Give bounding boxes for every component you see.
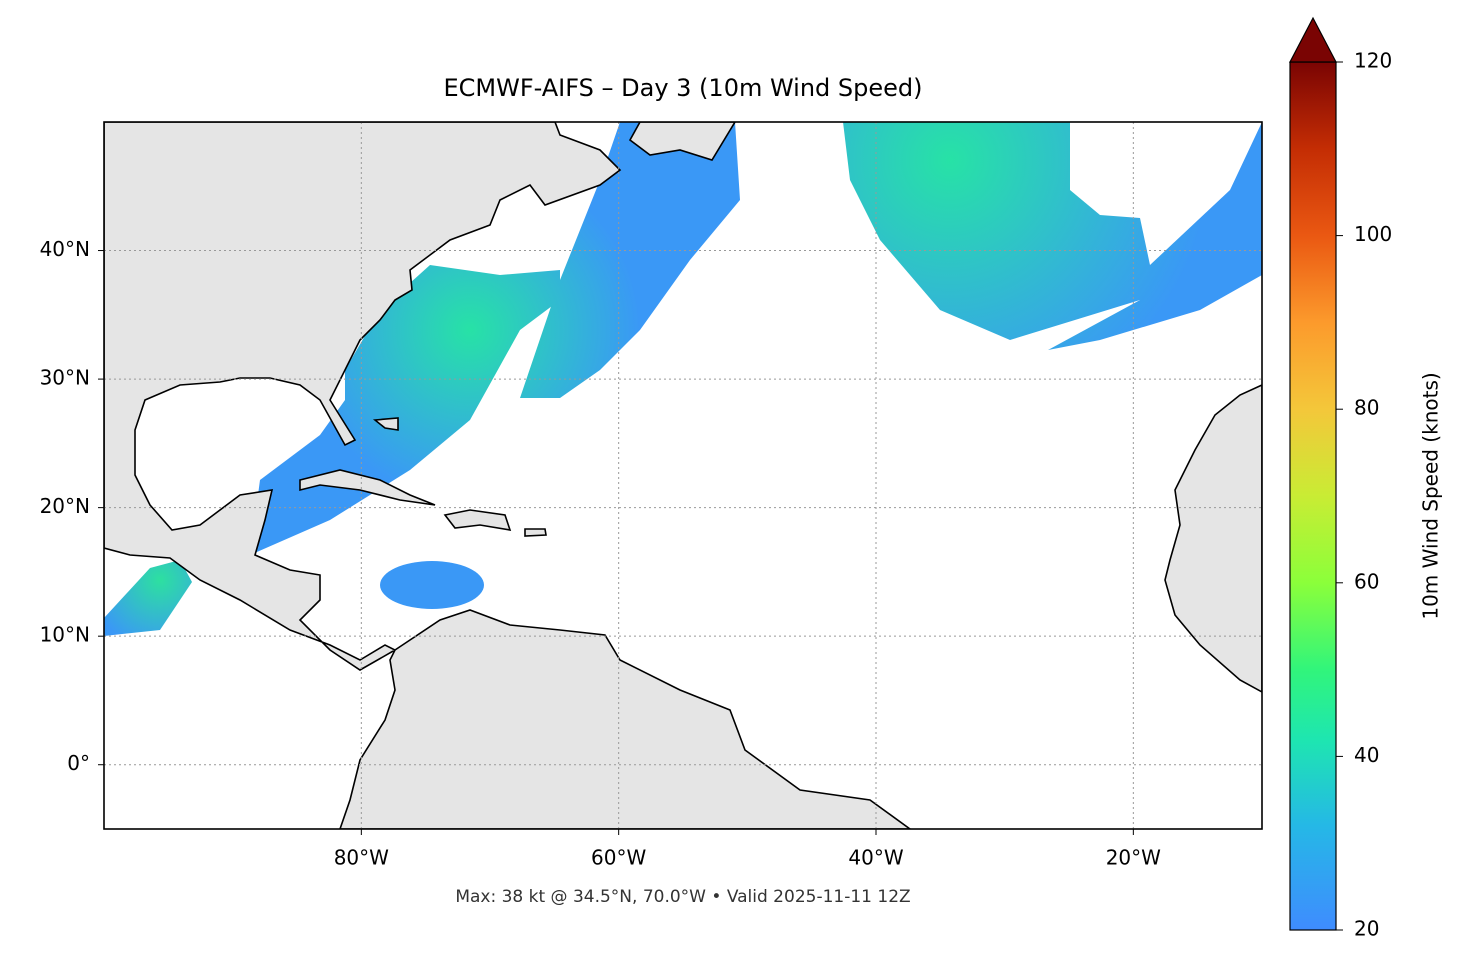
y-tick-label: 0° [67, 751, 90, 775]
y-tick-label: 40°N [40, 237, 90, 261]
colorbar-tick-label: 100 [1354, 222, 1392, 246]
map-body [104, 122, 1262, 829]
map-frame [103, 121, 1263, 830]
y-tick-label: 10°N [40, 623, 90, 647]
graticule [104, 122, 1262, 829]
x-tick-label: 40°W [848, 846, 903, 870]
x-tick-label: 60°W [591, 846, 646, 870]
y-tick-label: 30°N [40, 366, 90, 390]
title: ECMWF-AIFS – Day 3 (10m Wind Speed) [443, 74, 922, 102]
colorbar-tick-label: 40 [1354, 743, 1379, 767]
footer-note: Max: 38 kt @ 34.5°N, 70.0°W • Valid 2025… [455, 887, 910, 907]
colorbar [1289, 61, 1337, 931]
x-tick-label: 80°W [334, 846, 389, 870]
colorbar-tick-label: 80 [1354, 396, 1379, 420]
colorbar-extension [1289, 16, 1337, 63]
y-tick-label: 20°N [40, 494, 90, 518]
colorbar-tick-label: 120 [1354, 49, 1392, 73]
x-tick-label: 20°W [1106, 846, 1161, 870]
colorbar-tick-label: 60 [1354, 569, 1379, 593]
colorbar-tick-label: 20 [1354, 917, 1379, 941]
colorbar-label: 10m Wind Speed (knots) [1419, 372, 1443, 619]
land [104, 122, 1262, 829]
